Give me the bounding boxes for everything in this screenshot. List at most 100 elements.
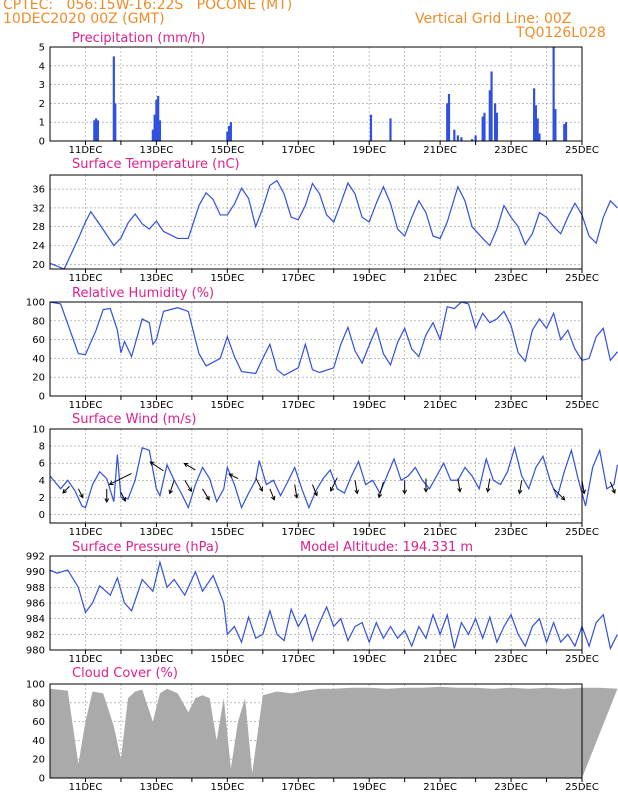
cloud-ytick: 20 xyxy=(32,755,45,766)
precip-bar xyxy=(460,137,463,141)
cloud-title: Cloud Cover (%) xyxy=(72,666,178,681)
wind-date-label: 13DEC xyxy=(140,527,174,538)
precip-date-label: 11DEC xyxy=(69,145,103,156)
wind-arrow-head xyxy=(581,489,586,495)
precip-bar xyxy=(112,56,115,141)
wind-arrow xyxy=(184,462,196,471)
precip-bar xyxy=(563,124,566,141)
precip-bar xyxy=(153,114,156,141)
cloud-date-label: 25DEC xyxy=(565,782,599,793)
temperature-title: Surface Temperature (nC) xyxy=(72,157,240,172)
cloud-date-label: 21DEC xyxy=(423,782,457,793)
wind-date-label: 25DEC xyxy=(565,527,599,538)
wind-date-label: 19DEC xyxy=(352,527,386,538)
wind-arrow xyxy=(354,480,358,494)
wind-arrow xyxy=(184,480,192,492)
wind-arrow xyxy=(457,478,461,492)
humidity-title: Relative Humidity (%) xyxy=(72,286,214,301)
precip-bar xyxy=(564,122,568,141)
humidity-date-label: 25DEC xyxy=(565,400,599,411)
wind-date-label: 21DEC xyxy=(423,527,457,538)
precip-bar xyxy=(483,112,486,141)
wind-arrow-head xyxy=(402,489,408,495)
wind-ytick: 6 xyxy=(39,459,45,470)
humidity-date-label: 19DEC xyxy=(352,400,386,411)
humidity-line xyxy=(49,301,618,377)
wind-arrow-head xyxy=(313,491,318,497)
temperature-date-label: 11DEC xyxy=(69,273,103,284)
wind-arrow xyxy=(109,472,132,485)
precip-bar xyxy=(453,129,456,141)
wind-arrow xyxy=(202,488,210,501)
humidity-date-label: 21DEC xyxy=(423,400,457,411)
precip-bar xyxy=(95,118,98,141)
pressure-ytick: 982 xyxy=(26,630,45,641)
wind-arrow-head xyxy=(183,462,189,468)
pressure-line xyxy=(49,559,618,651)
wind-arrow-head xyxy=(79,493,84,499)
precip-bar xyxy=(495,112,498,141)
pressure-ytick: 986 xyxy=(26,599,45,610)
wind-arrow xyxy=(77,488,84,498)
wind-date-label: 15DEC xyxy=(210,527,244,538)
wind-arrow xyxy=(255,477,263,492)
precip-ytick: 2 xyxy=(39,99,45,110)
precip-bar xyxy=(554,109,557,141)
wind-arrow xyxy=(330,477,338,492)
humidity-ytick: 60 xyxy=(32,335,45,346)
wind-arrow-head xyxy=(187,487,192,493)
precip-bar xyxy=(481,116,484,141)
temperature-ytick: 32 xyxy=(32,203,45,214)
wind-arrow-head xyxy=(377,493,383,499)
precip-date-label: 21DEC xyxy=(423,145,457,156)
cloud-date-label: 15DEC xyxy=(210,782,244,793)
precip-bar xyxy=(369,114,373,141)
precip-date-label: 15DEC xyxy=(210,145,244,156)
pressure-date-label: 15DEC xyxy=(210,654,244,665)
precip-bar xyxy=(158,120,162,141)
precip-date-label: 23DEC xyxy=(494,145,528,156)
wind-arrow xyxy=(228,473,239,480)
precip-bar xyxy=(533,88,536,141)
cloud-date-label: 19DEC xyxy=(352,782,386,793)
header-grid-note: Vertical Grid Line: 00Z xyxy=(415,11,572,27)
humidity-ytick: 0 xyxy=(39,392,45,403)
wind-date-label: 17DEC xyxy=(281,527,315,538)
precip-bar xyxy=(93,120,96,141)
pressure-date-label: 17DEC xyxy=(281,654,315,665)
precip-date-label: 25DEC xyxy=(565,145,599,156)
wind-line xyxy=(49,445,618,510)
precip-ytick: 1 xyxy=(39,118,45,129)
wind-arrow-head xyxy=(108,480,114,486)
temperature-frame xyxy=(49,174,583,270)
precip-bar xyxy=(534,105,537,141)
precip-bar xyxy=(474,135,477,141)
temperature-date-label: 25DEC xyxy=(565,273,599,284)
wind-arrow xyxy=(150,461,164,472)
wind-ytick: 2 xyxy=(39,493,45,504)
wind-arrow xyxy=(269,488,275,501)
precip-date-label: 13DEC xyxy=(140,145,174,156)
header-station: CPTEC: 056:15W-16:22S POCONE (MT) xyxy=(3,0,293,13)
temperature-ytick: 28 xyxy=(32,222,45,233)
precip-ytick: 0 xyxy=(39,137,45,148)
wind-arrow-head xyxy=(330,486,335,492)
precip-bar xyxy=(536,118,539,141)
precip-date-label: 19DEC xyxy=(352,145,386,156)
temperature-ytick: 20 xyxy=(32,260,45,271)
wind-frame xyxy=(49,428,583,524)
cloud-ytick: 0 xyxy=(39,774,45,785)
precip-bar xyxy=(494,103,497,141)
humidity-ytick: 20 xyxy=(32,373,45,384)
precip-bar xyxy=(157,95,160,141)
humidity-ytick: 40 xyxy=(32,354,45,365)
precip-bar xyxy=(490,71,493,141)
pressure-ytick: 984 xyxy=(26,614,45,625)
wind-arrow xyxy=(294,484,298,498)
header-code: TQ0126L028 xyxy=(516,25,606,41)
wind-arrow-head xyxy=(270,495,276,501)
wind-date-label: 11DEC xyxy=(69,527,103,538)
wind-arrow-head xyxy=(354,489,360,495)
precip-bar xyxy=(538,133,541,141)
humidity-ytick: 100 xyxy=(26,298,45,309)
